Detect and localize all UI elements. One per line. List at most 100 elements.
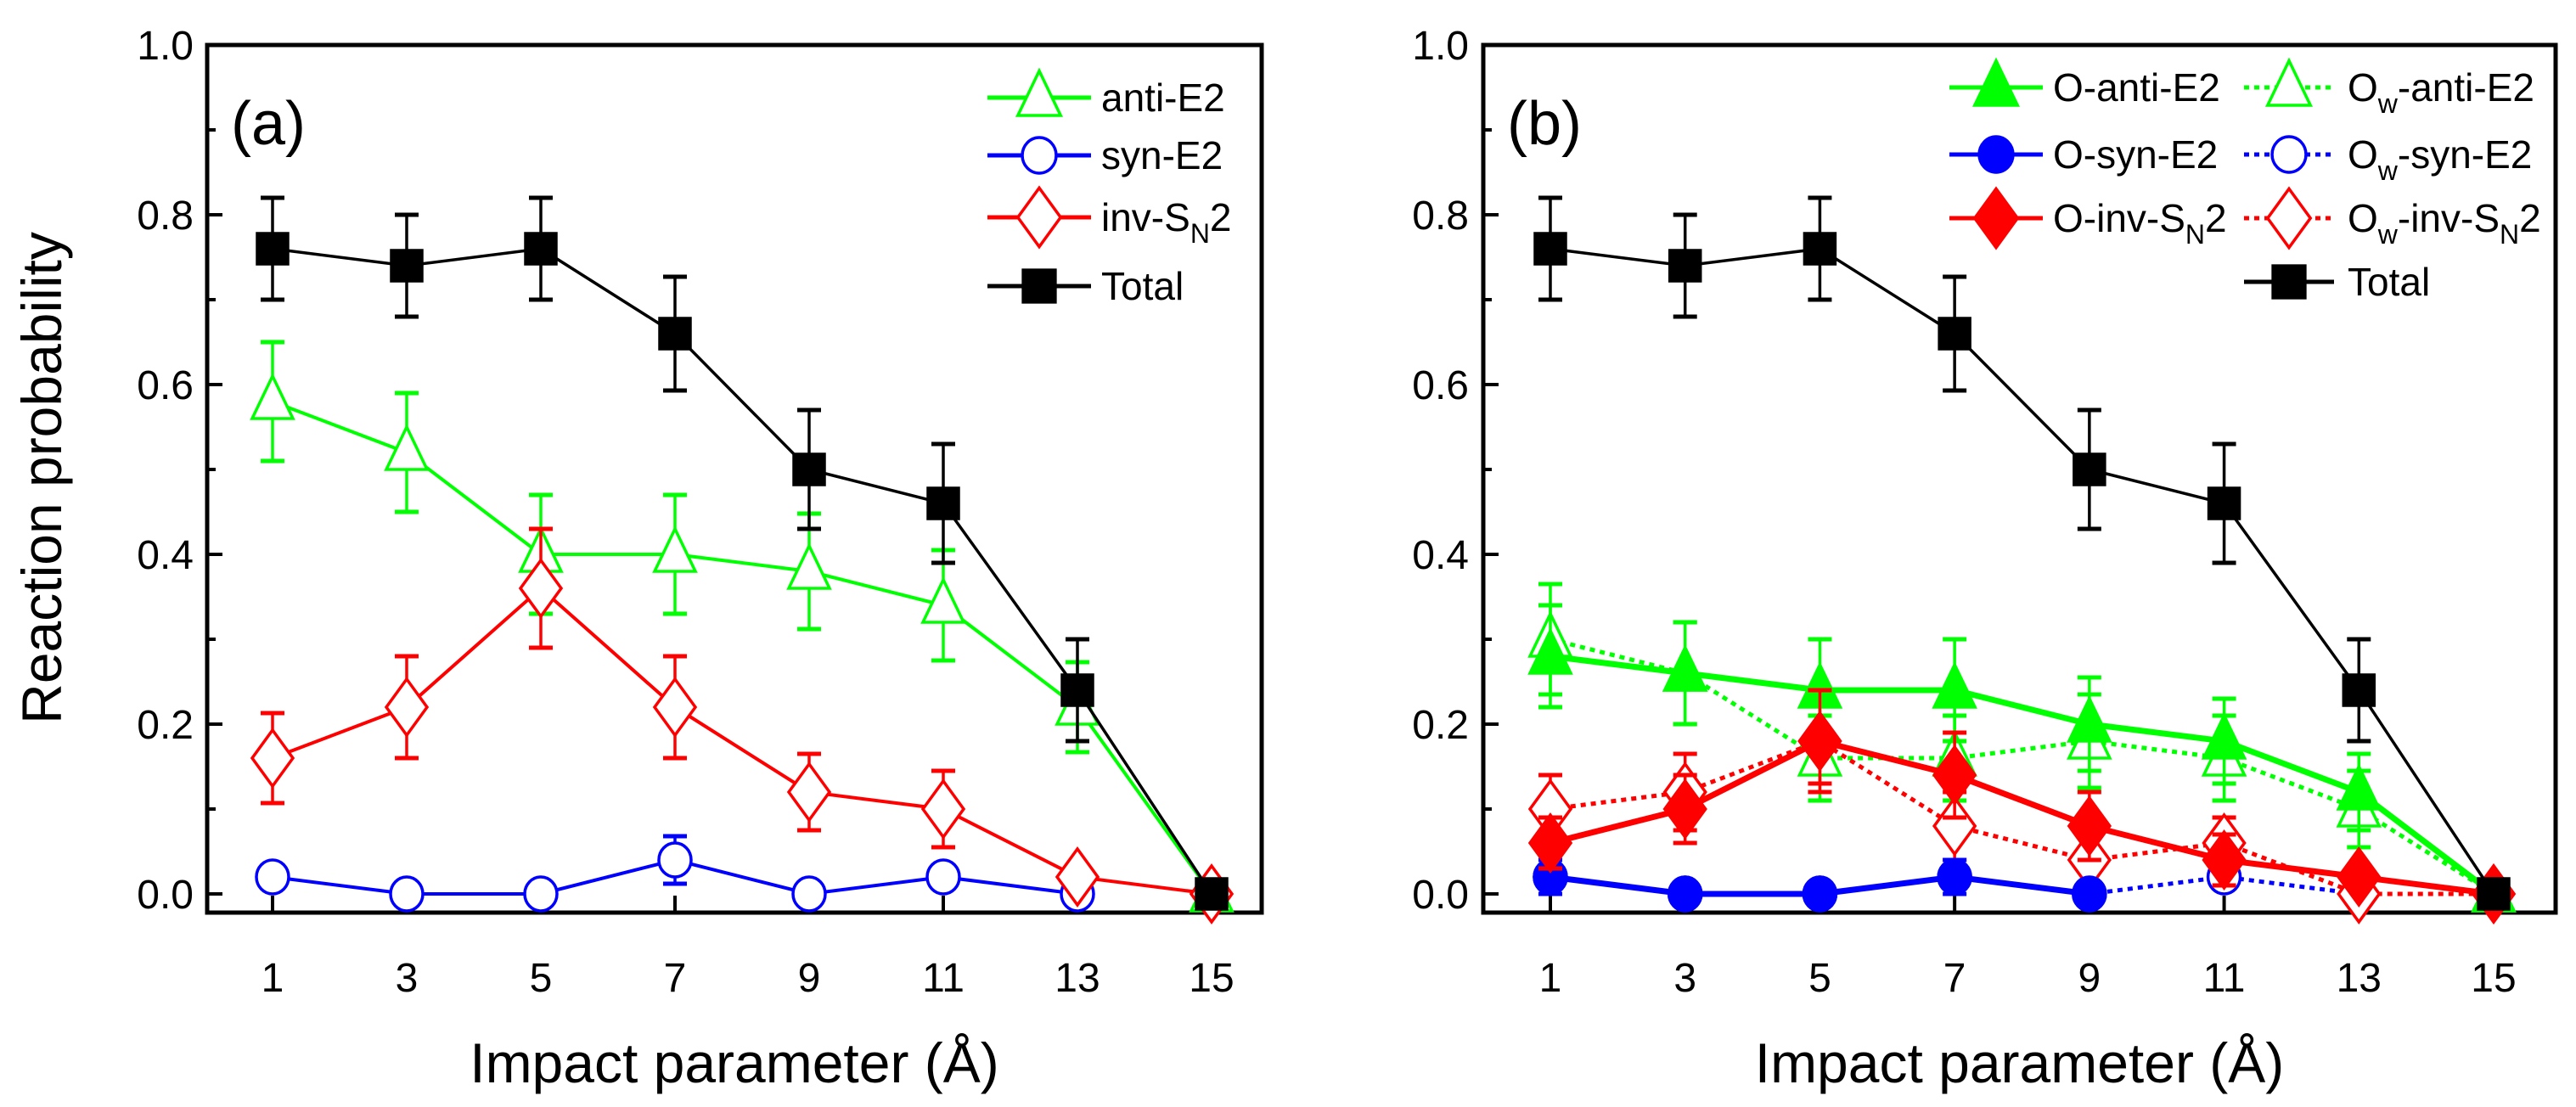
legend-item: Ow-anti-E2 — [2244, 57, 2534, 119]
x-tick-label: 11 — [922, 956, 965, 1001]
series-total — [256, 195, 1229, 911]
legend-marker — [2270, 135, 2308, 174]
legend-label-part: Total — [1101, 264, 1184, 308]
x-tick-label: 15 — [1189, 956, 1234, 1001]
series-o-inv-sn2 — [1527, 688, 2517, 924]
data-point — [1060, 673, 1094, 707]
legend-label-subscript: w — [2377, 88, 2399, 119]
panel-label: (b) — [1507, 90, 1582, 158]
legend-label: syn-E2 — [1101, 133, 1223, 177]
data-point — [1937, 858, 1972, 896]
legend-label: Ow-inv-SN2 — [2348, 196, 2541, 250]
plot-frame — [205, 42, 1264, 915]
data-point — [786, 542, 832, 590]
legend-label-subscript: N — [2185, 219, 2205, 250]
legend-marker — [2271, 264, 2307, 300]
plot-frame — [1481, 42, 2558, 915]
x-tick-label: 1 — [262, 956, 284, 1001]
data-point — [792, 452, 826, 486]
data-point — [1932, 745, 1977, 806]
legend-marker — [1977, 135, 2015, 174]
legend-item: O-anti-E2 — [1949, 57, 2220, 110]
data-point — [2336, 762, 2382, 811]
x-tick-label: 5 — [1808, 956, 1831, 1001]
x-tick-label: 9 — [2078, 956, 2101, 1001]
x-tick-label: 7 — [664, 956, 687, 1001]
data-point — [1195, 877, 1229, 911]
y-tick-label: 0.0 — [1412, 873, 1469, 918]
data-point — [786, 761, 832, 823]
y-tick-label: 0.4 — [1412, 533, 1469, 578]
legend-marker — [1972, 186, 2020, 250]
data-point — [652, 525, 698, 573]
data-point — [2067, 795, 2112, 857]
y-tick-label: 0.6 — [1412, 363, 1469, 408]
data-point — [652, 677, 698, 738]
y-tick-label: 1.0 — [137, 24, 194, 69]
legend-item: Total — [2244, 260, 2430, 304]
legend-marker — [1021, 268, 1057, 304]
legend-label: Ow-anti-E2 — [2348, 65, 2534, 119]
series-line — [272, 247, 1213, 895]
legend-item: Total — [987, 264, 1184, 308]
legend-label-subscript: w — [2377, 219, 2399, 250]
data-point — [1668, 249, 1702, 283]
legend-label-part: O — [2348, 196, 2378, 240]
data-point — [1797, 711, 1842, 772]
legend-label-subscript: N — [1190, 218, 1210, 249]
legend-label-part: anti-E2 — [1101, 76, 1225, 120]
series-line — [1550, 637, 2495, 896]
data-point — [389, 875, 425, 913]
y-tick-label: 0.2 — [1412, 703, 1469, 748]
data-point — [255, 858, 290, 896]
series-line — [1550, 738, 2494, 897]
series-o-syn-e2 — [1533, 857, 2107, 913]
data-point — [658, 317, 692, 351]
data-point — [2067, 694, 2112, 743]
data-point — [523, 875, 559, 913]
legend-label-part: 2 — [1210, 195, 1232, 239]
x-tick-label: 13 — [2337, 956, 2382, 1001]
legend-marker — [1015, 185, 1063, 250]
legend-label-part: -syn-E2 — [2398, 132, 2532, 177]
legend-label-part: O-syn-E2 — [2053, 132, 2218, 177]
y-tick-label: 0.6 — [137, 363, 194, 408]
x-tick-label: 9 — [798, 956, 821, 1001]
legend-label: Ow-syn-E2 — [2348, 132, 2532, 186]
legend-marker — [1972, 57, 2020, 107]
data-point — [2202, 829, 2247, 891]
data-point — [2477, 877, 2511, 911]
data-point — [925, 858, 961, 896]
legend-item: syn-E2 — [987, 133, 1223, 177]
legend-label: O-anti-E2 — [2053, 65, 2220, 110]
y-axis-title: Reaction probability — [10, 232, 73, 724]
data-point — [657, 841, 693, 879]
legend-label-part: O-anti-E2 — [2053, 65, 2220, 110]
data-point — [1533, 232, 1567, 266]
data-point — [1802, 875, 1838, 913]
data-point — [250, 728, 295, 789]
series-total — [1533, 195, 2511, 911]
data-point — [1932, 660, 1977, 709]
legend-label-subscript: N — [2500, 219, 2519, 250]
legend-marker — [1021, 136, 1058, 175]
legend-label-part: O — [2348, 65, 2378, 110]
legend-marker — [2265, 57, 2313, 107]
data-point — [1938, 317, 1971, 351]
series-line — [272, 400, 1213, 896]
data-point — [791, 875, 827, 913]
data-point — [2201, 711, 2247, 760]
legend-label-subscript: w — [2377, 155, 2399, 186]
series-syn-e2 — [255, 834, 1095, 913]
legend-label: anti-E2 — [1101, 76, 1225, 120]
y-tick-label: 0.8 — [1412, 194, 1469, 239]
data-point — [1527, 812, 1573, 874]
data-point — [384, 677, 430, 738]
legend-item: Ow-syn-E2 — [2244, 132, 2532, 186]
data-point — [2207, 486, 2241, 520]
y-tick-label: 0.2 — [137, 703, 194, 748]
legend-label-part: Total — [2348, 260, 2430, 304]
